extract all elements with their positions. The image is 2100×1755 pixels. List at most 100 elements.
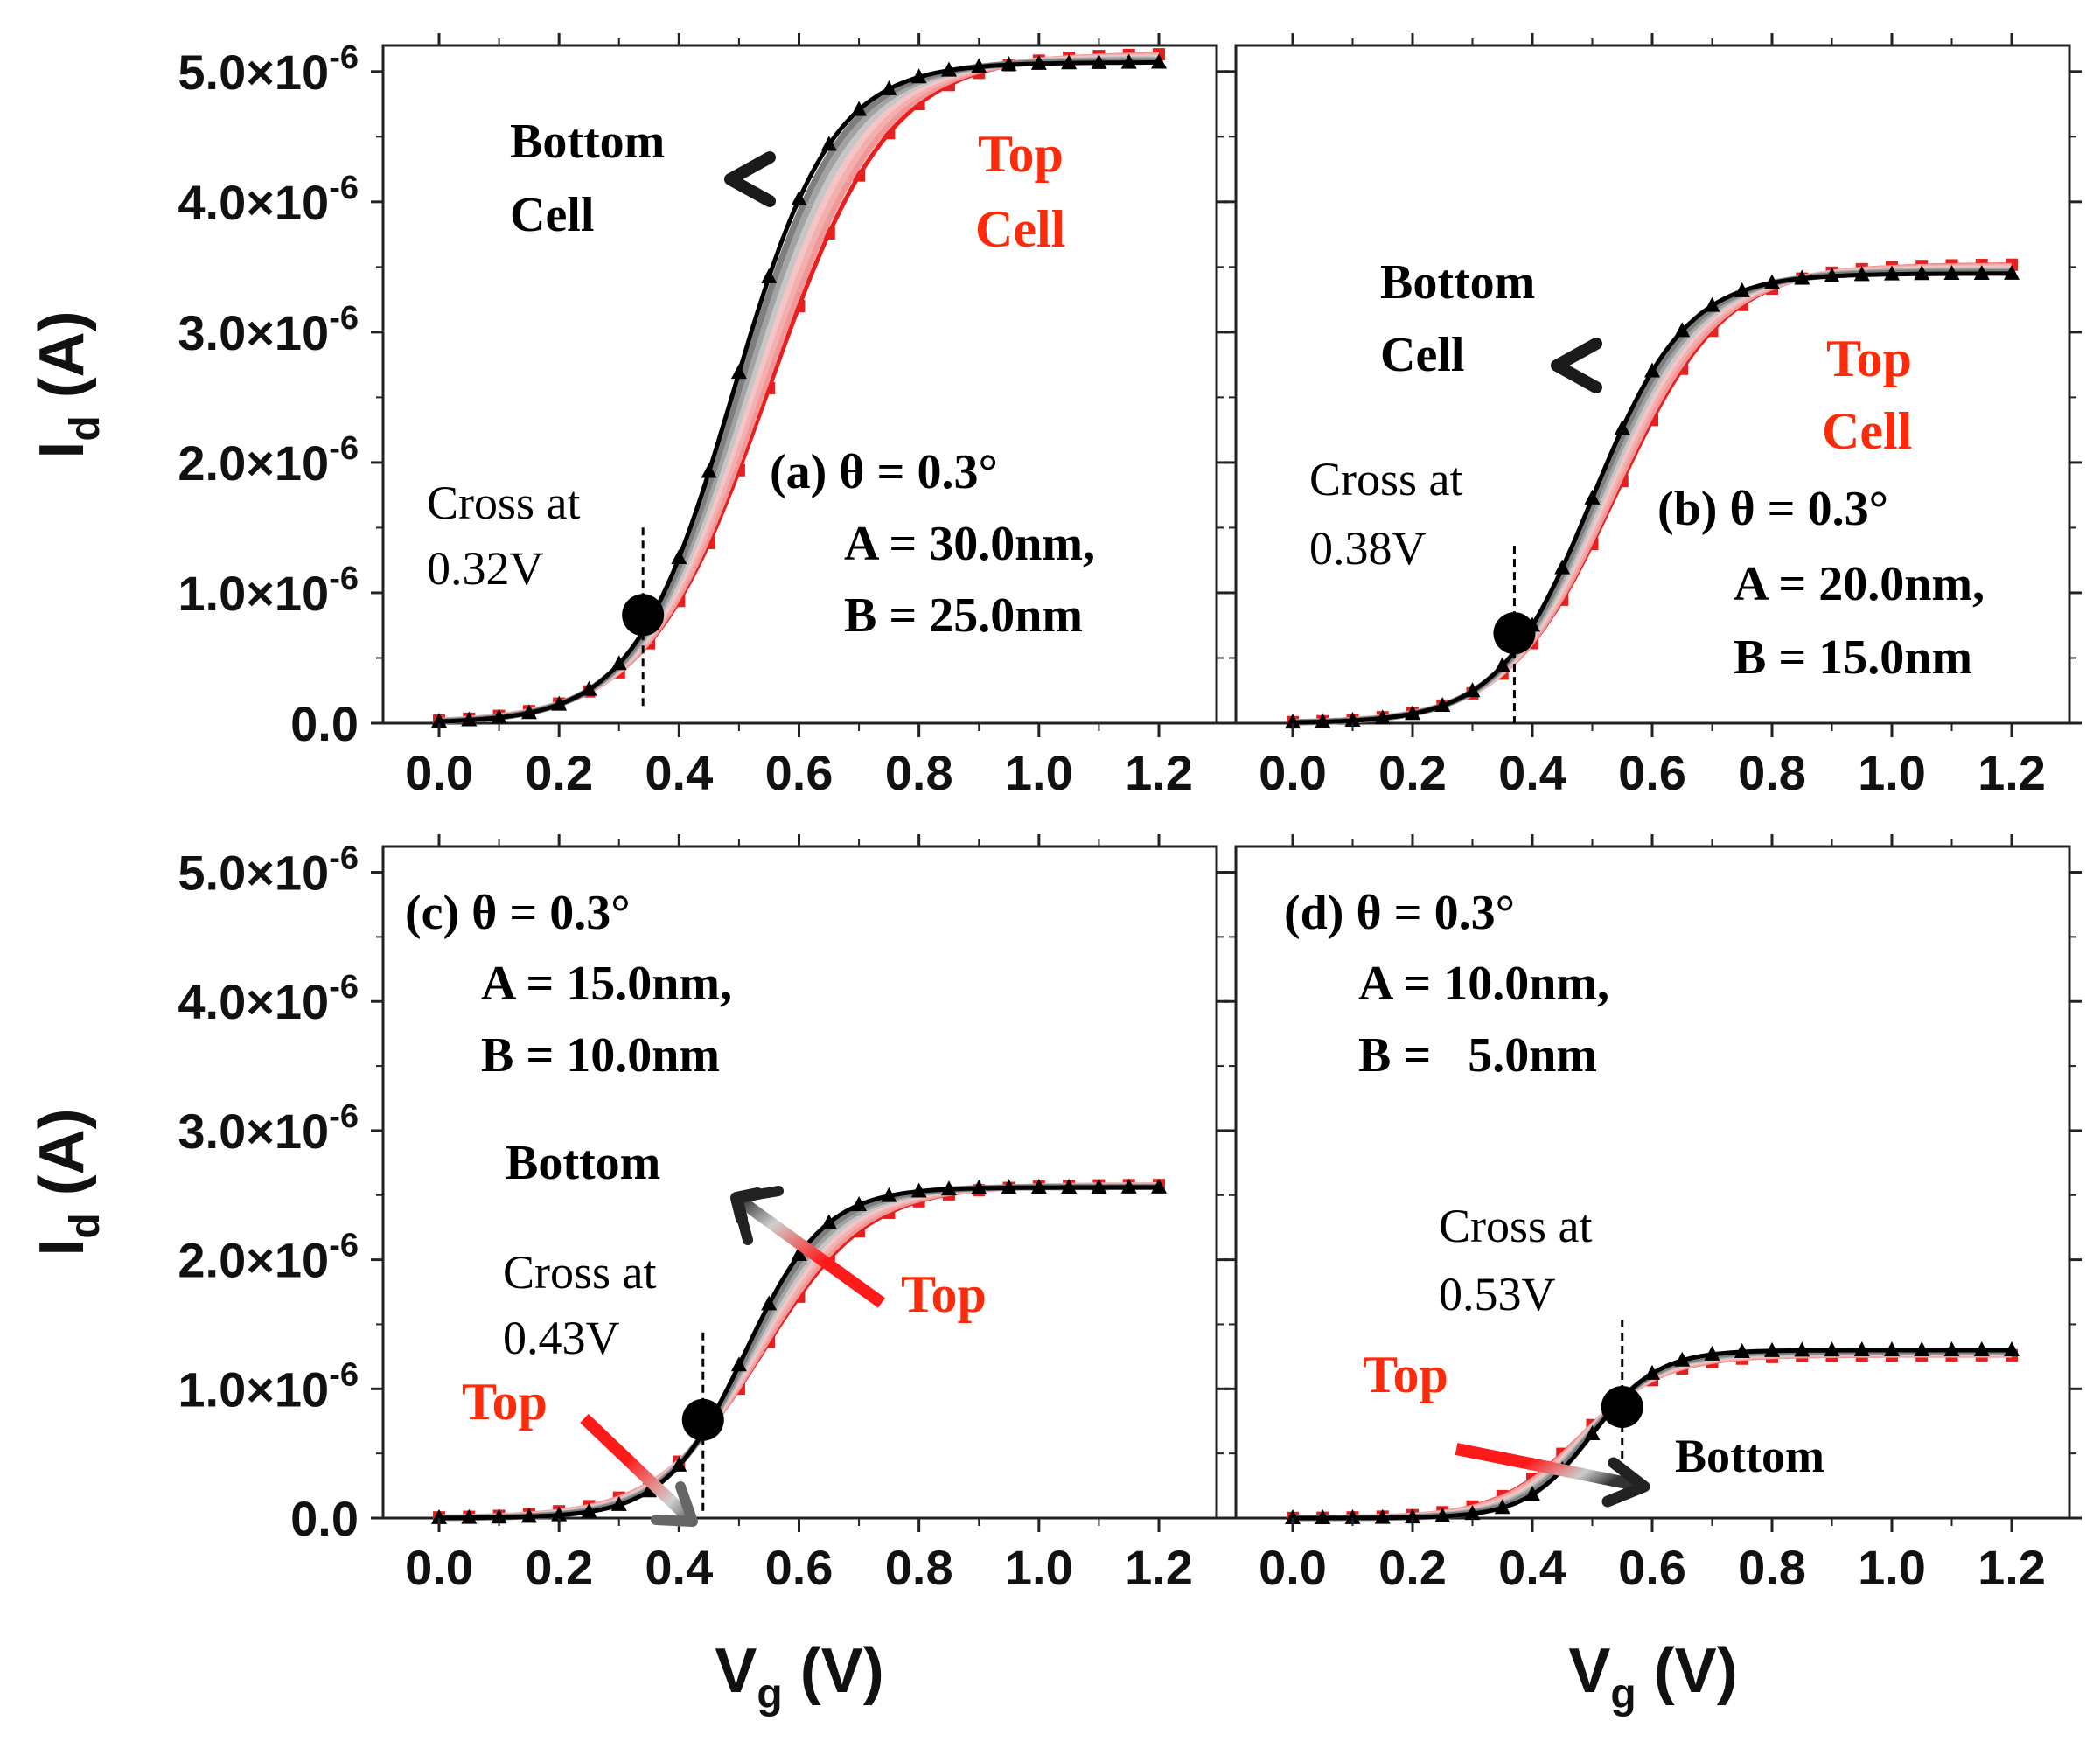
y-tick-exponent: -6 (329, 1228, 359, 1264)
series-bottom-marker (1001, 56, 1017, 72)
series-bottom-marker (1285, 1508, 1301, 1524)
series-bottom-marker (851, 101, 868, 116)
y-title-main: I (27, 442, 97, 459)
params-line-2: A = 20.0nm, (1734, 557, 1985, 611)
bottom-label: Bottom (506, 1136, 660, 1190)
series-bottom-marker (791, 1245, 807, 1261)
y-tick-label: 5.0×10-6 (178, 840, 359, 901)
cross-label-1: Cross at (427, 477, 581, 529)
series-bottom-marker (910, 68, 927, 84)
params-line-2: A = 30.0nm, (844, 517, 1095, 571)
series-bottom-marker (1315, 1508, 1331, 1524)
ticks-group: 0.0 0.2 0.4 0.6 0.8 1.0 1.20.01.0×10-62.0×10-6… (178, 834, 1229, 1595)
x-tick-label: 1.0 (1858, 1540, 1926, 1595)
y-tick-mantissa: 0.0 (290, 696, 359, 751)
y-tick-label: 3.0×10-6 (178, 1098, 359, 1159)
svg-text:Vg (V): Vg (V) (1568, 1636, 1737, 1717)
y-tick-mantissa: 4.0×10 (178, 974, 329, 1029)
y-tick-exponent: -6 (329, 39, 359, 76)
y-tick-exponent: -6 (329, 430, 359, 467)
svg-text:Id (A): Id (A) (27, 1108, 108, 1256)
series-bottom-marker (1001, 1179, 1017, 1194)
series-bottom-marker (581, 1502, 597, 1518)
y-axis-title-top: Id (A) (27, 310, 108, 458)
series-bottom-marker (881, 80, 897, 95)
series-bottom-marker (520, 1508, 537, 1523)
series-bottom-marker (1764, 1341, 1780, 1357)
x-title-sub: g (757, 1671, 782, 1717)
y-title-unit: (A) (27, 1108, 97, 1213)
x-tick-label: 0.8 (1738, 745, 1806, 800)
x-tick-label: 0.6 (1618, 745, 1686, 800)
x-tick-label: 0.8 (1738, 1540, 1806, 1595)
plot-frame (1234, 845, 2071, 1520)
x-tick-label: 0.2 (1378, 1540, 1447, 1595)
x-tick-label: 0.2 (525, 745, 593, 800)
series-bottom-marker (610, 655, 627, 671)
shift-arrow (724, 151, 953, 207)
panel-a: 0.0 0.2 0.4 0.6 0.8 1.0 1.20.01.0×10-62.0×10-6… (178, 33, 1229, 800)
series-bottom-marker (1914, 1341, 1930, 1357)
series-bottom-marker (1091, 53, 1107, 69)
curves-group (431, 48, 1167, 728)
series-bottom-marker (1644, 1364, 1660, 1380)
series-bottom-marker (520, 704, 537, 720)
y-tick-label: 2.0×10-6 (178, 430, 359, 491)
cross-point-marker (1493, 612, 1536, 655)
y-tick-exponent: -6 (329, 1356, 359, 1393)
series-bottom-marker (851, 1196, 868, 1212)
series-bottom-marker (761, 268, 778, 283)
series-bottom-marker (1120, 53, 1137, 69)
series-bottom-marker (971, 1179, 987, 1194)
x-title-main: V (1568, 1636, 1610, 1706)
y-tick-exponent: -6 (329, 1098, 359, 1135)
x-tick-label: 0.0 (1259, 745, 1327, 800)
series-bottom-marker (1464, 682, 1481, 698)
series-bottom-marker (910, 1182, 927, 1198)
ticks-group: 0.0 0.2 0.4 0.6 0.8 1.0 1.20.01.0×10-62.0×10-6… (178, 33, 1229, 800)
series-bottom-marker (1374, 1508, 1391, 1524)
y-tick-mantissa: 1.0×10 (178, 566, 329, 621)
series-bottom-marker (1554, 559, 1571, 575)
series-bottom-marker (730, 364, 747, 380)
y-axis-title-bottom: Id (A) (27, 1108, 108, 1256)
params-line-2: A = 15.0nm, (481, 957, 732, 1011)
bottom-label: Bottom (1675, 1430, 1824, 1482)
series-bottom-marker (1794, 1341, 1810, 1357)
y-tick-mantissa: 3.0×10 (178, 305, 329, 360)
x-tick-label: 1.0 (1005, 745, 1073, 800)
y-tick-label: 3.0×10-6 (178, 300, 359, 360)
x-tick-label: 1.2 (1125, 745, 1193, 800)
series-bottom-marker (1973, 264, 1990, 280)
y-tick-mantissa: 2.0×10 (178, 435, 329, 491)
cross-label-2: 0.53V (1439, 1268, 1556, 1320)
x-title-unit: (V) (1636, 1636, 1738, 1706)
series-bottom-marker (1674, 1351, 1691, 1367)
params-line-1: (c) θ = 0.3° (405, 886, 631, 940)
svg-text:Id (A): Id (A) (27, 310, 108, 458)
top-label-lower: Top (462, 1373, 548, 1431)
bottom-cell-label-1: Bottom (510, 115, 665, 169)
y-tick-label: 5.0×10-6 (178, 39, 359, 100)
series-bottom-marker (581, 680, 597, 696)
series-bottom-marker (2004, 1341, 2020, 1357)
x-tick-label: 1.2 (1978, 745, 2046, 800)
x-tick-label: 1.0 (1005, 1540, 1073, 1595)
y-tick-label: 0.0 (290, 1491, 359, 1546)
series-bottom-marker (461, 1508, 478, 1524)
series-bottom-marker (1315, 713, 1331, 728)
series-bottom-marker (1120, 1178, 1137, 1194)
series-bottom-marker (791, 190, 807, 205)
y-tick-mantissa: 5.0×10 (178, 846, 329, 901)
shift-arrow-lower (580, 1413, 698, 1527)
series-bottom-marker (881, 1187, 897, 1202)
series-bottom-marker (671, 548, 687, 564)
series-bottom-marker (671, 1456, 687, 1472)
series-bottom-marker (1943, 1341, 1960, 1357)
x-title-sub: g (1610, 1671, 1636, 1717)
curves-group (1285, 258, 2020, 729)
cross-label-2: 0.32V (427, 542, 544, 595)
y-tick-label: 1.0×10-6 (178, 1356, 359, 1417)
y-title-main: I (27, 1239, 97, 1257)
x-axis-title-left: Vg (V) (715, 1636, 883, 1717)
